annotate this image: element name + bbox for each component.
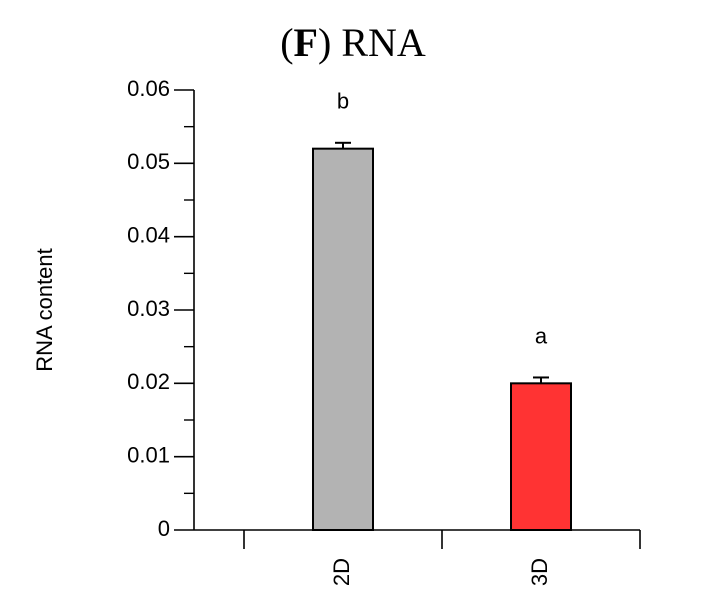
bar-2D (312, 147, 374, 532)
chart-title-text: RNA (341, 20, 426, 65)
y-tick-label: 0.05 (127, 149, 170, 174)
x-tick-label: 2D (329, 558, 354, 586)
y-axis-title: RNA content (32, 248, 57, 372)
significance-label: a (535, 323, 548, 348)
y-tick-label: 0.06 (127, 76, 170, 101)
y-tick-label: 0 (158, 516, 170, 541)
y-axis: 0 0.01 0.02 0.03 0.04 0.05 0.06 (127, 76, 195, 541)
y-tick-label: 0.04 (127, 222, 170, 247)
x-axis (194, 529, 641, 549)
y-tick-label: 0.01 (127, 442, 170, 467)
y-tick-label: 0.02 (127, 369, 170, 394)
bar-3D (510, 382, 572, 532)
chart-title: (F) RNA (280, 20, 426, 65)
x-tick-label: 3D (527, 558, 552, 586)
bars: b 2D a 3D (312, 89, 572, 586)
significance-label: b (337, 89, 349, 114)
y-tick-label: 0.03 (127, 296, 170, 321)
chart-title-panel-letter: F (294, 20, 318, 65)
